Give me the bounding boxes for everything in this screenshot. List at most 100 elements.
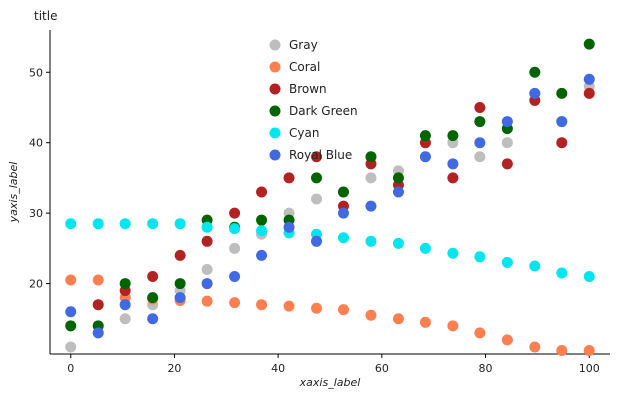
- chart-title: title: [34, 9, 57, 23]
- point-brown: [201, 235, 213, 247]
- point-dark-green: [311, 172, 323, 184]
- point-cyan: [556, 267, 568, 279]
- point-dark-green: [174, 278, 186, 290]
- point-royal-blue: [583, 73, 595, 85]
- point-royal-blue: [119, 299, 131, 311]
- x-tick-label: 0: [67, 362, 74, 375]
- point-gray: [311, 193, 323, 205]
- point-dark-green: [256, 214, 268, 226]
- point-dark-green: [474, 116, 486, 128]
- y-tick-label: 20: [29, 278, 43, 291]
- point-brown: [311, 151, 323, 163]
- legend-marker-coral: [269, 61, 281, 73]
- point-coral: [392, 313, 404, 325]
- x-tick-label: 60: [375, 362, 389, 375]
- point-dark-green: [337, 186, 349, 198]
- point-gray: [229, 242, 241, 254]
- point-royal-blue: [392, 186, 404, 198]
- point-dark-green: [556, 87, 568, 99]
- point-cyan: [501, 256, 513, 268]
- point-cyan: [65, 218, 77, 230]
- point-brown: [147, 271, 159, 283]
- point-cyan: [147, 218, 159, 230]
- point-royal-blue: [365, 200, 377, 212]
- point-brown: [92, 299, 104, 311]
- point-cyan: [447, 247, 459, 259]
- legend-label-brown: Brown: [289, 82, 327, 96]
- point-brown: [229, 207, 241, 219]
- point-cyan: [229, 223, 241, 235]
- x-tick-label: 80: [479, 362, 493, 375]
- point-coral: [529, 341, 541, 353]
- x-ticks: 0 20 40 60 80 100: [67, 354, 600, 375]
- y-tick-label: 30: [29, 207, 43, 220]
- point-cyan: [392, 237, 404, 249]
- y-ticks: 20 30 40 50: [29, 66, 50, 291]
- point-cyan: [419, 242, 431, 254]
- point-royal-blue: [447, 158, 459, 170]
- x-tick-label: 100: [579, 362, 600, 375]
- point-dark-green: [119, 278, 131, 290]
- point-cyan: [529, 260, 541, 272]
- point-gray: [365, 172, 377, 184]
- point-dark-green: [583, 38, 595, 50]
- point-brown: [556, 137, 568, 149]
- legend-marker-cyan: [269, 127, 281, 139]
- point-gray: [501, 137, 513, 149]
- point-dark-green: [447, 130, 459, 142]
- point-royal-blue: [92, 327, 104, 339]
- point-royal-blue: [147, 313, 159, 325]
- point-cyan: [583, 271, 595, 283]
- point-gray: [474, 151, 486, 163]
- y-axis-title: yaxis_label: [7, 162, 20, 224]
- point-cyan: [174, 218, 186, 230]
- point-cyan: [337, 232, 349, 244]
- point-brown: [474, 101, 486, 113]
- x-tick-label: 40: [271, 362, 285, 375]
- point-coral: [311, 302, 323, 314]
- point-coral: [556, 344, 568, 356]
- point-coral: [65, 274, 77, 286]
- point-royal-blue: [474, 137, 486, 149]
- point-royal-blue: [501, 116, 513, 128]
- point-dark-green: [147, 292, 159, 304]
- point-brown: [447, 172, 459, 184]
- point-brown: [501, 158, 513, 170]
- point-brown: [256, 186, 268, 198]
- point-gray: [65, 341, 77, 353]
- point-dark-green: [419, 130, 431, 142]
- point-coral: [256, 299, 268, 311]
- point-brown: [583, 87, 595, 99]
- point-coral: [92, 274, 104, 286]
- legend-marker-royal-blue: [269, 149, 281, 161]
- point-dark-green: [65, 320, 77, 332]
- point-cyan: [119, 218, 131, 230]
- point-brown: [174, 249, 186, 261]
- point-brown: [283, 172, 295, 184]
- legend-label-royal-blue: Royal Blue: [289, 148, 352, 162]
- x-tick-label: 20: [167, 362, 181, 375]
- point-coral: [229, 297, 241, 309]
- legend-marker-dark-green: [269, 105, 281, 117]
- point-coral: [419, 316, 431, 328]
- point-royal-blue: [256, 249, 268, 261]
- point-coral: [337, 304, 349, 316]
- point-royal-blue: [337, 207, 349, 219]
- point-royal-blue: [556, 116, 568, 128]
- data-points: [65, 38, 595, 356]
- point-coral: [583, 344, 595, 356]
- legend-marker-gray: [269, 39, 281, 51]
- point-coral: [283, 300, 295, 312]
- point-coral: [447, 320, 459, 332]
- point-coral: [365, 309, 377, 321]
- point-gray: [119, 313, 131, 325]
- legend-label-cyan: Cyan: [289, 126, 319, 140]
- legend-label-dark-green: Dark Green: [289, 104, 358, 118]
- point-coral: [501, 334, 513, 346]
- point-royal-blue: [419, 151, 431, 163]
- point-cyan: [201, 221, 213, 233]
- point-royal-blue: [529, 87, 541, 99]
- y-tick-label: 50: [29, 66, 43, 79]
- point-royal-blue: [174, 292, 186, 304]
